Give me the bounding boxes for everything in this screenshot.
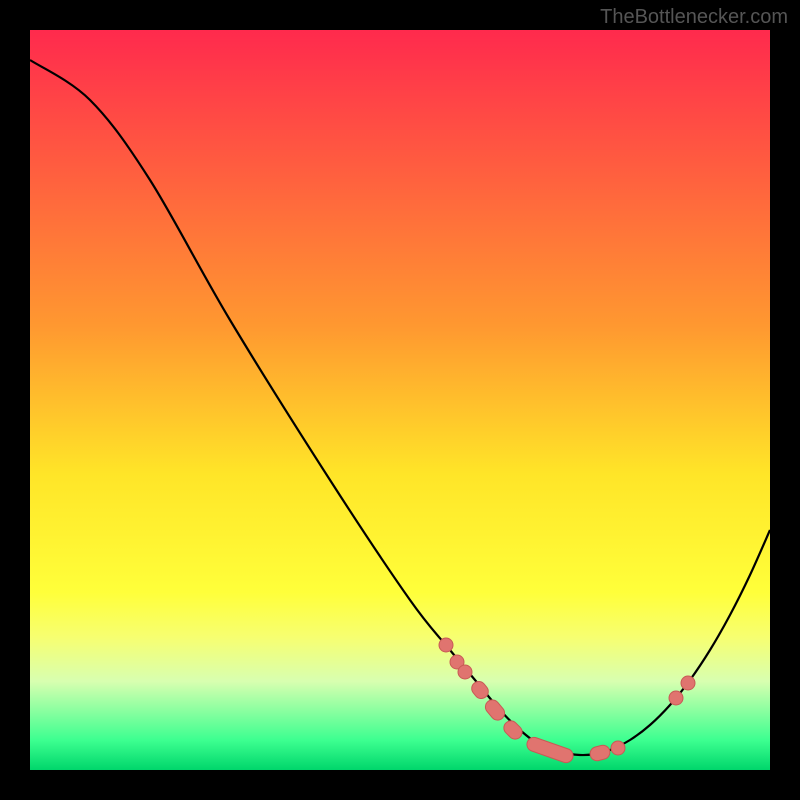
data-marker: [611, 741, 625, 755]
watermark-text: TheBottlenecker.com: [600, 6, 788, 29]
data-marker: [669, 691, 683, 705]
data-marker: [439, 638, 453, 652]
chart-background: [30, 30, 770, 770]
data-marker: [681, 676, 695, 690]
bottleneck-chart: [30, 30, 770, 770]
data-marker: [458, 665, 472, 679]
